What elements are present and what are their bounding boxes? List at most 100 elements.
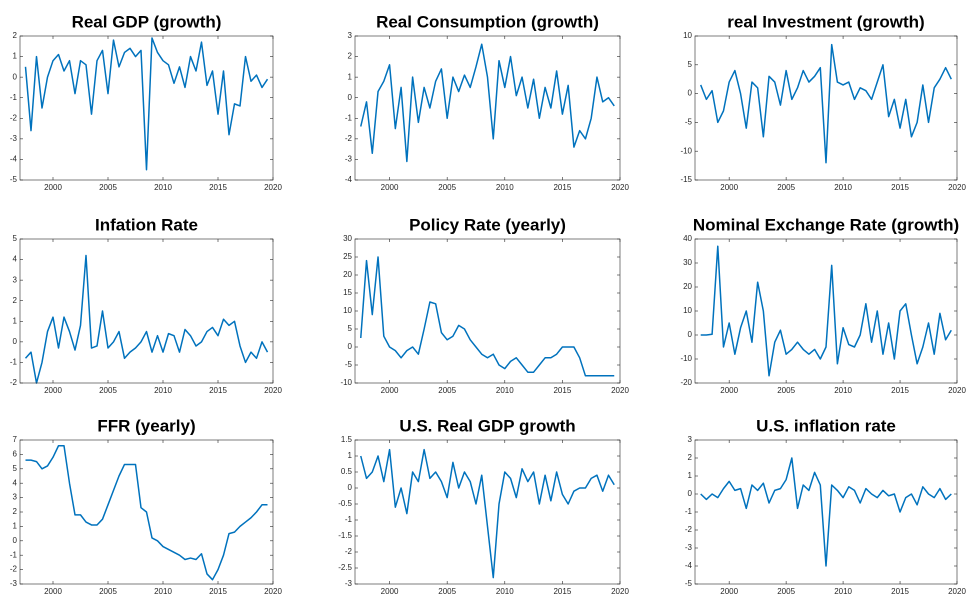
data-line (360, 43, 615, 163)
y-tick-label: -5 (10, 175, 18, 184)
chart-panel: Nominal Exchange Rate (growth) -20 -10 0 10 2… (680, 215, 966, 395)
axes-box (354, 238, 621, 384)
y-tick-label: 7 (13, 435, 18, 444)
chart-title: FFR (yearly) (97, 416, 195, 435)
x-tick-label: 2020 (264, 587, 282, 596)
x-tick-label: 2005 (438, 587, 456, 596)
x-tick-label: 2000 (720, 587, 738, 596)
y-tick-label: 0 (688, 489, 693, 498)
y-tick-label: -1 (10, 550, 18, 559)
x-tick-label: 2000 (381, 587, 399, 596)
y-tick-label: -1 (685, 507, 693, 516)
chart-panel: Real Consumption (growth) -4 -3 -2 -1 0 1 2 3 200… (345, 12, 630, 192)
data-line (24, 37, 269, 171)
axes-box (19, 238, 274, 384)
x-tick-label: 2020 (611, 587, 629, 596)
y-tick-label: 0.5 (341, 467, 353, 476)
axes-box (19, 439, 274, 585)
x-tick-label: 2010 (496, 386, 514, 395)
x-tick-label: 2010 (834, 587, 852, 596)
y-tick-label: -3 (10, 579, 18, 588)
y-tick-label: 25 (343, 252, 352, 261)
y-tick-label: -2 (10, 113, 18, 122)
y-tick-label: -4 (10, 155, 18, 164)
y-tick-label: 0 (13, 72, 18, 81)
plot-area (695, 239, 957, 383)
y-tick-label: 5 (348, 324, 353, 333)
y-tick-label: -2.5 (338, 563, 352, 572)
x-tick-label: 2015 (891, 587, 909, 596)
x-tick-label: 2000 (381, 183, 399, 192)
y-tick-label: 5 (688, 60, 693, 69)
y-tick-label: 0 (13, 536, 18, 545)
y-tick-label: 2 (13, 507, 18, 516)
data-line (700, 245, 952, 377)
y-tick-label: -20 (680, 378, 692, 387)
y-tick-label: -1 (345, 113, 353, 122)
y-tick-label: 5 (13, 464, 18, 473)
chart-title: U.S. Real GDP growth (399, 416, 575, 435)
y-tick-label: 2 (348, 52, 353, 61)
y-tick-label: 1 (13, 316, 18, 325)
chart-panel: Real GDP (growth) -5 -4 -3 -2 -1 0 1 2 2000 2005 20… (10, 12, 283, 192)
chart-panel: Infation Rate -2 -1 0 1 2 3 4 5 2000 2005 2010 2015 2… (10, 215, 283, 395)
x-tick-label: 2010 (154, 183, 172, 192)
y-tick-label: 3 (13, 275, 18, 284)
y-tick-label: 4 (13, 255, 18, 264)
x-tick-label: 2020 (264, 183, 282, 192)
x-tick-label: 2015 (891, 183, 909, 192)
x-tick-label: 2005 (99, 386, 117, 395)
y-tick-label: -2 (685, 525, 693, 534)
x-tick-label: 2005 (99, 183, 117, 192)
y-tick-label: -5 (345, 360, 353, 369)
y-tick-label: -15 (680, 175, 692, 184)
y-tick-label: 15 (343, 288, 352, 297)
y-tick-label: 4 (13, 478, 18, 487)
data-line (700, 457, 952, 567)
y-tick-label: -2 (345, 547, 353, 556)
y-tick-label: 10 (683, 31, 692, 40)
x-tick-label: 2020 (611, 386, 629, 395)
axes-box (19, 35, 274, 181)
chart-title: real Investment (growth) (727, 12, 924, 31)
x-tick-label: 2000 (720, 183, 738, 192)
y-tick-label: 1 (348, 451, 353, 460)
x-tick-label: 2005 (99, 587, 117, 596)
x-tick-label: 2005 (438, 183, 456, 192)
plot-area (355, 440, 620, 584)
x-tick-label: 2010 (154, 386, 172, 395)
y-tick-label: 3 (348, 31, 353, 40)
chart-panel: FFR (yearly) -3 -2 -1 0 1 2 3 4 5 6 7 2000 2005 2010 20… (10, 416, 283, 596)
plot-area (20, 239, 273, 383)
data-line (24, 254, 269, 384)
x-tick-label: 2010 (834, 183, 852, 192)
y-tick-label: 3 (13, 493, 18, 502)
y-tick-label: -1 (10, 358, 18, 367)
x-tick-label: 2005 (777, 386, 795, 395)
y-tick-label: 1.5 (341, 435, 353, 444)
y-tick-label: -5 (685, 118, 693, 127)
x-tick-label: 2015 (209, 386, 227, 395)
y-tick-label: -1 (345, 515, 353, 524)
x-tick-label: 2010 (496, 587, 514, 596)
y-tick-label: 0 (348, 93, 353, 102)
x-tick-label: 2010 (834, 386, 852, 395)
axes-box (694, 35, 958, 181)
x-tick-label: 2015 (891, 386, 909, 395)
x-tick-label: 2020 (948, 587, 966, 596)
x-tick-label: 2005 (777, 183, 795, 192)
chart-panel: U.S. inflation rate -5 -4 -3 -2 -1 0 1 2 3 2000 200… (685, 416, 967, 596)
data-line (700, 43, 952, 164)
y-tick-label: 40 (683, 234, 692, 243)
y-tick-label: -2 (345, 134, 353, 143)
y-tick-label: 6 (13, 450, 18, 459)
data-line (360, 448, 615, 579)
y-tick-label: -10 (680, 146, 692, 155)
y-tick-label: -3 (345, 155, 353, 164)
y-tick-label: -1 (10, 93, 18, 102)
x-tick-label: 2020 (948, 386, 966, 395)
x-tick-label: 2000 (720, 386, 738, 395)
y-tick-label: -0.5 (338, 499, 352, 508)
x-tick-label: 2015 (553, 587, 571, 596)
